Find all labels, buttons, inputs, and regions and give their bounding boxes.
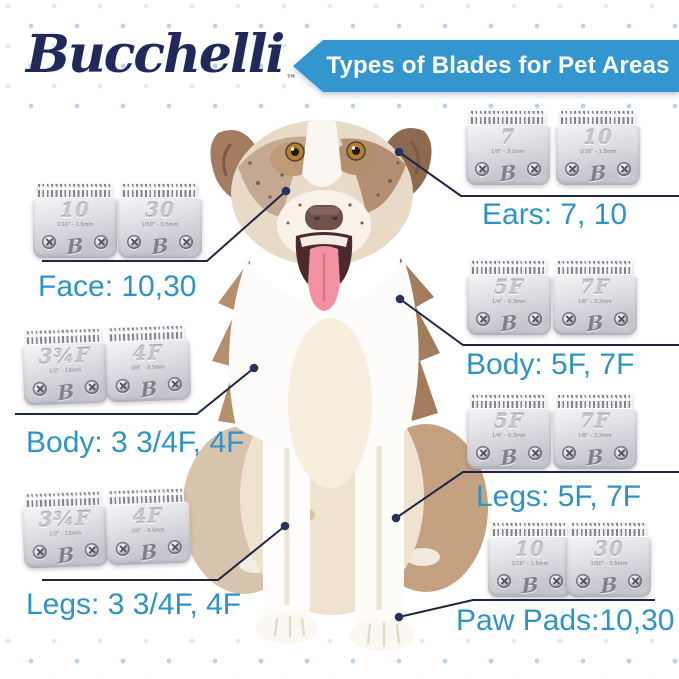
screw-icon <box>475 162 489 176</box>
blade-number: 7F <box>579 275 611 299</box>
blade-face-30: 30 1/50" - 0.5mm B <box>118 184 202 259</box>
screw-icon <box>42 235 56 249</box>
screw-icon <box>476 312 490 326</box>
blade-teeth <box>38 184 112 201</box>
leader-line-legs-left <box>42 525 286 581</box>
blade-body-7f: 7F 1/8" - 3.2mm B <box>553 261 637 336</box>
trademark-symbol: ™ <box>286 74 297 85</box>
blade-teeth <box>572 523 646 540</box>
blade-teeth <box>558 261 632 278</box>
blade-number: 10 <box>60 198 90 222</box>
blade-number: 7F <box>579 409 611 433</box>
leader-dot-body-left <box>249 363 259 373</box>
leader-line-body-right <box>399 298 679 346</box>
screw-icon <box>528 446 542 460</box>
area-label-paw-pads: Paw Pads:10,30 <box>456 604 675 637</box>
blade-number: 5F <box>493 275 525 299</box>
dot-pattern-bottom <box>0 635 679 679</box>
blade-number: 5F <box>493 409 525 433</box>
blade-spec: 1/16" - 1.5mm <box>511 561 549 567</box>
area-label-body-right: Body: 5F, 7F <box>466 348 635 381</box>
screw-icon <box>527 162 541 176</box>
screw-icon <box>127 235 141 249</box>
brand-logo-text: Bucchelli <box>26 24 285 85</box>
title-banner: Types of Blades for Pet Areas <box>293 40 679 92</box>
area-label-legs-left: Legs: 3 3/4F, 4F <box>26 588 242 621</box>
screw-icon <box>562 446 576 460</box>
screw-icon <box>476 446 490 460</box>
blade-spec: 1/8" - 3.2mm <box>578 299 612 305</box>
blade-teeth <box>558 395 632 412</box>
blade-teeth <box>472 261 546 278</box>
blade-number: 10 <box>583 125 613 149</box>
blade-number: 30 <box>145 198 175 222</box>
blade-teeth <box>472 395 546 412</box>
leader-dot-paw-pads <box>394 612 404 622</box>
screw-icon <box>497 574 511 588</box>
dog-photo <box>182 119 488 651</box>
screw-icon <box>565 162 579 176</box>
leader-line-ears <box>398 151 679 197</box>
blade-spec: 1/16" - 1.5mm <box>579 149 617 155</box>
leader-dot-ears <box>394 147 404 157</box>
area-label-legs-right: Legs: 5F, 7F <box>476 480 642 513</box>
blade-ears-7: 7 1/8" - 3.2mm B <box>466 111 550 186</box>
screw-icon <box>614 312 628 326</box>
screw-icon <box>528 312 542 326</box>
screw-icon <box>94 235 108 249</box>
blade-spec: 1/4" - 6.3mm <box>492 299 526 305</box>
blade-spec: 1/8" - 3.2mm <box>578 433 612 439</box>
blade-paw-30: 30 1/50" - 0.5mm B <box>567 523 651 598</box>
blade-spec: 1/50" - 0.5mm <box>141 222 179 228</box>
screw-icon <box>617 162 631 176</box>
blade-teeth <box>123 184 197 201</box>
blade-teeth <box>471 111 545 128</box>
blade-spec: 1/50" - 0.5mm <box>590 561 628 567</box>
title-banner-text: Types of Blades for Pet Areas <box>293 40 679 92</box>
blade-teeth <box>493 523 567 540</box>
leader-line-body-left <box>15 367 255 415</box>
blade-spec: 1/16" - 1.5mm <box>56 222 94 228</box>
leader-line-paw-pads <box>398 599 655 618</box>
screw-icon <box>628 574 642 588</box>
blade-legs-7f: 7F 1/8" - 3.2mm B <box>553 395 637 470</box>
leader-dot-body-right <box>395 294 405 304</box>
screw-icon <box>549 574 563 588</box>
screw-icon <box>576 574 590 588</box>
screw-icon <box>562 312 576 326</box>
screw-icon <box>614 446 628 460</box>
leader-line-legs-right <box>395 471 679 519</box>
brand-logo: Bucchelli ™ <box>26 24 297 85</box>
blade-teeth <box>561 111 635 128</box>
screw-icon <box>179 235 193 249</box>
blade-number: 7 <box>500 125 516 149</box>
blade-body-5f: 5F 1/4" - 6.3mm B <box>467 261 551 336</box>
blade-legs-5f: 5F 1/4" - 6.3mm B <box>467 395 551 470</box>
leader-dot-legs-left <box>280 521 290 531</box>
leader-dot-legs-right <box>391 513 401 523</box>
blade-spec: 1/8" - 3.2mm <box>491 149 525 155</box>
blade-face-10: 10 1/16" - 1.5mm B <box>33 184 117 259</box>
blade-spec: 1/4" - 6.3mm <box>492 433 526 439</box>
blade-paw-10: 10 1/16" - 1.5mm B <box>488 523 572 598</box>
blade-number: 10 <box>515 537 545 561</box>
area-label-body-left: Body: 3 3/4F, 4F <box>26 426 245 459</box>
leader-line-face <box>42 190 287 262</box>
blade-number: 30 <box>594 537 624 561</box>
leader-dot-face <box>281 186 291 196</box>
area-label-face: Face: 10,30 <box>38 270 197 303</box>
area-label-ears: Ears: 7, 10 <box>482 198 628 231</box>
blade-ears-10: 10 1/16" - 1.5mm B <box>556 111 640 186</box>
